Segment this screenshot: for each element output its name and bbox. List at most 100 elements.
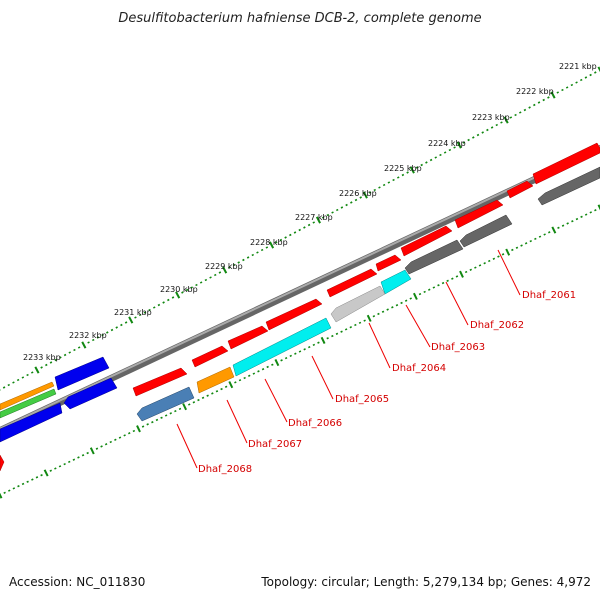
minor-tick (16, 378, 20, 382)
gene-arrow[interactable] (375, 254, 402, 272)
minor-tick (59, 356, 62, 359)
minor-tick (58, 465, 62, 468)
gene-arrow[interactable] (330, 285, 386, 323)
gene-label[interactable]: Dhaf_2068 (198, 464, 252, 475)
gene-arrow[interactable] (506, 180, 534, 199)
minor-tick (141, 425, 145, 428)
gene-arrow[interactable] (191, 345, 229, 368)
minor-tick (220, 387, 223, 391)
major-tick (459, 270, 464, 278)
minor-tick (49, 361, 53, 364)
minor-tick (242, 258, 245, 262)
gene-arrow[interactable] (0, 454, 5, 472)
gene-arrow[interactable] (132, 367, 188, 397)
gene-label[interactable]: Dhaf_2062 (470, 320, 524, 331)
major-tick (503, 116, 509, 124)
minor-tick (248, 374, 251, 377)
minor-tick (409, 297, 412, 300)
minor-tick (437, 284, 440, 287)
minor-tick (252, 372, 256, 375)
gene-arrow[interactable] (459, 214, 513, 248)
minor-tick (279, 238, 283, 242)
minor-tick (537, 101, 541, 104)
minor-tick (497, 255, 500, 258)
minor-tick (474, 266, 477, 269)
minor-tick (63, 462, 66, 466)
minor-tick (21, 376, 25, 379)
minor-tick (167, 298, 170, 302)
gene-arrow[interactable] (326, 268, 378, 298)
minor-tick (2, 386, 6, 389)
minor-tick (96, 336, 100, 339)
minor-tick (495, 123, 498, 127)
minor-tick (404, 299, 408, 302)
minor-tick (155, 418, 159, 422)
minor-tick (387, 181, 391, 184)
gene-arrow[interactable] (232, 317, 332, 377)
gene-label[interactable]: Dhaf_2066 (288, 418, 342, 429)
gene-arrow[interactable] (454, 199, 504, 229)
gene-arrow[interactable] (532, 142, 600, 185)
minor-tick (110, 328, 114, 332)
minor-tick (594, 209, 597, 212)
gene-arrow[interactable] (196, 366, 235, 394)
gene-arrow[interactable] (380, 269, 412, 295)
gene-arrow[interactable] (63, 377, 118, 410)
gene-arrow[interactable] (136, 386, 195, 422)
minor-tick (344, 328, 348, 331)
gene-label[interactable]: Dhaf_2061 (522, 290, 576, 301)
minor-tick (171, 296, 175, 299)
gene-label[interactable]: Dhaf_2065 (335, 394, 389, 405)
minor-tick (386, 308, 389, 311)
gene-label[interactable]: Dhaf_2063 (431, 342, 485, 353)
gene-arrow[interactable] (0, 388, 57, 419)
minor-tick (73, 348, 76, 352)
minor-tick (589, 73, 592, 77)
minor-tick (308, 345, 311, 349)
minor-tick (188, 403, 191, 406)
gene-arrow[interactable] (0, 402, 63, 443)
major-tick (551, 226, 557, 234)
gene-arrow[interactable] (265, 298, 323, 331)
topology-text: Topology: circular; Length: 5,279,134 bp… (260, 575, 591, 589)
minor-tick (77, 456, 80, 459)
minor-tick (256, 251, 259, 254)
gene-arrow[interactable] (404, 239, 464, 275)
minor-tick (31, 478, 34, 481)
minor-tick (441, 281, 445, 285)
gene-arrow[interactable] (54, 356, 110, 391)
minor-tick (381, 310, 385, 313)
minor-tick (561, 224, 565, 227)
minor-tick (331, 211, 334, 214)
gene-arrow[interactable] (400, 225, 453, 257)
gene-label[interactable]: Dhaf_2064 (392, 363, 446, 374)
major-tick (81, 341, 87, 349)
minor-tick (529, 239, 532, 243)
major-tick (269, 241, 275, 249)
kbp-label: 2227 kbp (295, 213, 333, 222)
minor-tick (372, 315, 376, 318)
minor-tick (420, 163, 423, 167)
map-title: Desulfitobacterium hafniense DCB-2, comp… (118, 11, 481, 26)
minor-tick (580, 215, 583, 219)
minor-tick (115, 326, 118, 329)
minor-tick (54, 467, 57, 470)
gene-arrow[interactable] (537, 166, 600, 206)
minor-tick (528, 106, 531, 109)
minor-tick (243, 376, 246, 380)
minor-tick (204, 278, 208, 282)
minor-tick (335, 332, 339, 336)
minor-tick (232, 263, 236, 267)
minor-tick (124, 321, 128, 324)
minor-tick (354, 198, 358, 202)
gene-label[interactable]: Dhaf_2067 (248, 439, 302, 450)
minor-tick (472, 136, 475, 139)
minor-tick (312, 221, 315, 224)
minor-tick (523, 108, 527, 112)
minor-tick (26, 480, 29, 483)
gene-arrow[interactable] (0, 381, 55, 411)
gene-arrow[interactable] (227, 325, 269, 350)
minor-tick (358, 321, 362, 324)
minor-tick (331, 334, 334, 338)
minor-tick (326, 213, 330, 217)
